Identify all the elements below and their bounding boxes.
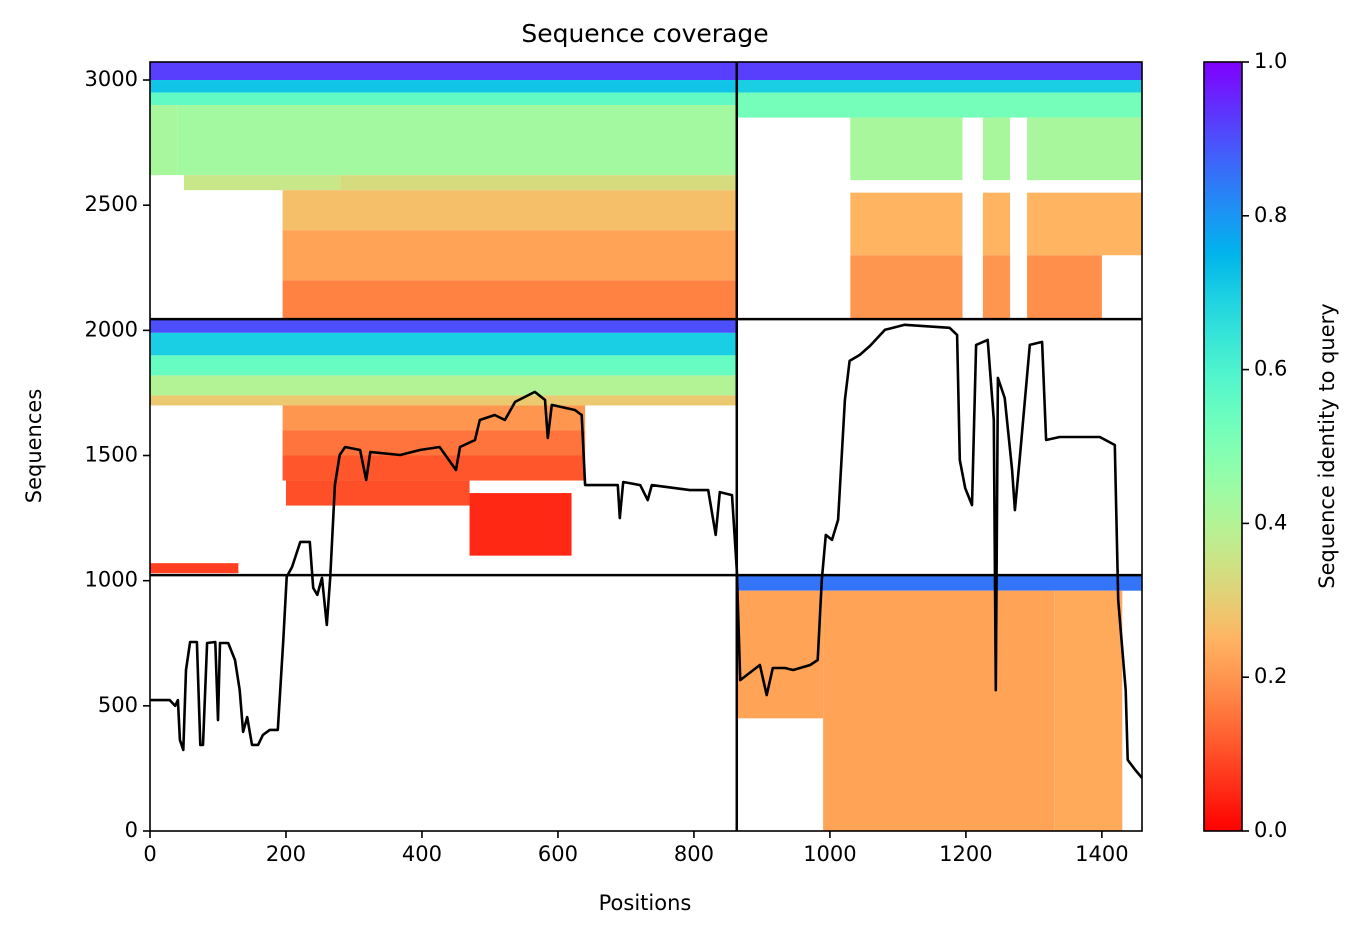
coverage-block <box>340 175 737 191</box>
colorbar-tick-label: 0.0 <box>1254 818 1287 842</box>
coverage-block <box>1027 117 1142 181</box>
coverage-block <box>282 430 586 456</box>
coverage-block <box>823 590 1055 831</box>
coverage-block <box>150 563 239 574</box>
coverage-block <box>850 117 963 181</box>
coverage-block <box>1054 590 1123 831</box>
coverage-block <box>285 480 470 506</box>
coverage-block <box>282 405 586 431</box>
coverage-block <box>736 590 824 719</box>
y-axis-label: Sequences <box>22 389 46 504</box>
coverage-line <box>150 323 1143 779</box>
y-tick-label: 2000 <box>85 317 138 341</box>
coverage-block <box>736 80 1142 93</box>
coverage-block <box>150 92 737 106</box>
x-axis-label: Positions <box>599 891 692 915</box>
colorbar-tick-label: 0.6 <box>1254 357 1287 381</box>
coverage-block <box>736 92 1142 118</box>
coverage-block <box>150 105 178 176</box>
colorbar <box>1203 61 1243 832</box>
coverage-block <box>1027 255 1102 320</box>
chart-title: Sequence coverage <box>521 19 768 48</box>
x-tick-label: 400 <box>402 842 442 866</box>
coverage-block <box>1027 192 1142 256</box>
coverage-block <box>282 280 737 320</box>
coverage-block <box>282 230 737 281</box>
y-tick-label: 2500 <box>85 192 138 216</box>
x-tick-label: 0 <box>143 842 156 866</box>
coverage-block <box>282 455 586 481</box>
x-tick-label: 1200 <box>939 842 992 866</box>
coverage-block <box>850 255 963 320</box>
coverage-block <box>150 332 737 356</box>
coverage-block <box>177 105 737 176</box>
colorbar-tick-label: 0.8 <box>1254 203 1287 227</box>
y-tick-label: 0 <box>125 818 138 842</box>
coverage-block <box>150 395 737 406</box>
x-tick-label: 600 <box>538 842 578 866</box>
coverage-block <box>469 493 572 556</box>
coverage-block <box>150 80 737 93</box>
coverage-block <box>850 192 963 256</box>
coverage-block <box>982 255 1011 320</box>
colorbar-tick-label: 0.4 <box>1254 510 1287 534</box>
coverage-block <box>982 117 1011 181</box>
colorbar-tick-label: 1.0 <box>1254 49 1287 73</box>
coverage-block <box>150 375 737 396</box>
coverage-block <box>736 62 1142 81</box>
coverage-block <box>282 190 737 231</box>
plot-frame <box>149 61 1143 832</box>
y-tick-label: 3000 <box>85 67 138 91</box>
colorbar-label: Sequence identity to query <box>1315 303 1339 588</box>
y-tick-label: 1500 <box>85 443 138 467</box>
x-tick-label: 200 <box>266 842 306 866</box>
coverage-block <box>736 575 1142 591</box>
y-tick-label: 500 <box>98 693 138 717</box>
x-tick-label: 800 <box>674 842 714 866</box>
coverage-block <box>150 355 737 376</box>
colorbar-tick-label: 0.2 <box>1254 664 1287 688</box>
y-tick-label: 1000 <box>85 568 138 592</box>
coverage-block <box>150 62 737 81</box>
x-tick-label: 1400 <box>1075 842 1128 866</box>
coverage-block <box>183 175 341 191</box>
coverage-block <box>982 192 1011 256</box>
x-tick-label: 1000 <box>803 842 856 866</box>
coverage-block <box>150 319 737 333</box>
